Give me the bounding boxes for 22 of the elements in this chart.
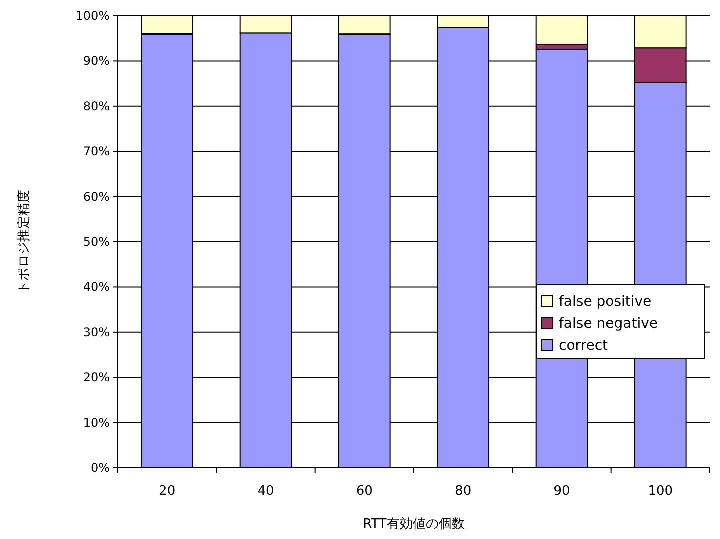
y-tick-label: 30% xyxy=(83,325,110,340)
x-axis-title: RTT有効値の個数 xyxy=(363,517,465,532)
y-tick-label: 80% xyxy=(83,99,110,114)
y-tick-label: 100% xyxy=(76,9,110,23)
legend-label: false negative xyxy=(559,316,658,332)
legend-label: correct xyxy=(559,338,609,354)
y-tick-label: 70% xyxy=(83,144,110,159)
y-tick-label: 20% xyxy=(83,370,110,385)
y-tick-label: 40% xyxy=(83,280,110,294)
x-tick-label: 20 xyxy=(159,484,176,499)
x-tick-label: 90 xyxy=(554,484,570,499)
x-tick-label: 40 xyxy=(258,484,274,499)
y-tick-label: 10% xyxy=(83,416,110,430)
x-tick-label: 100 xyxy=(648,484,674,499)
y-tick-label: 90% xyxy=(83,54,110,68)
x-tick-label: 80 xyxy=(455,484,472,499)
y-tick-label: 0% xyxy=(90,461,110,475)
y-tick-label: 60% xyxy=(83,190,110,204)
y-tick-label: 50% xyxy=(83,235,110,249)
y-axis-title: トポロジ推定精度 xyxy=(16,190,32,294)
legend-label: false positive xyxy=(559,294,652,310)
x-tick-label: 60 xyxy=(356,484,373,499)
